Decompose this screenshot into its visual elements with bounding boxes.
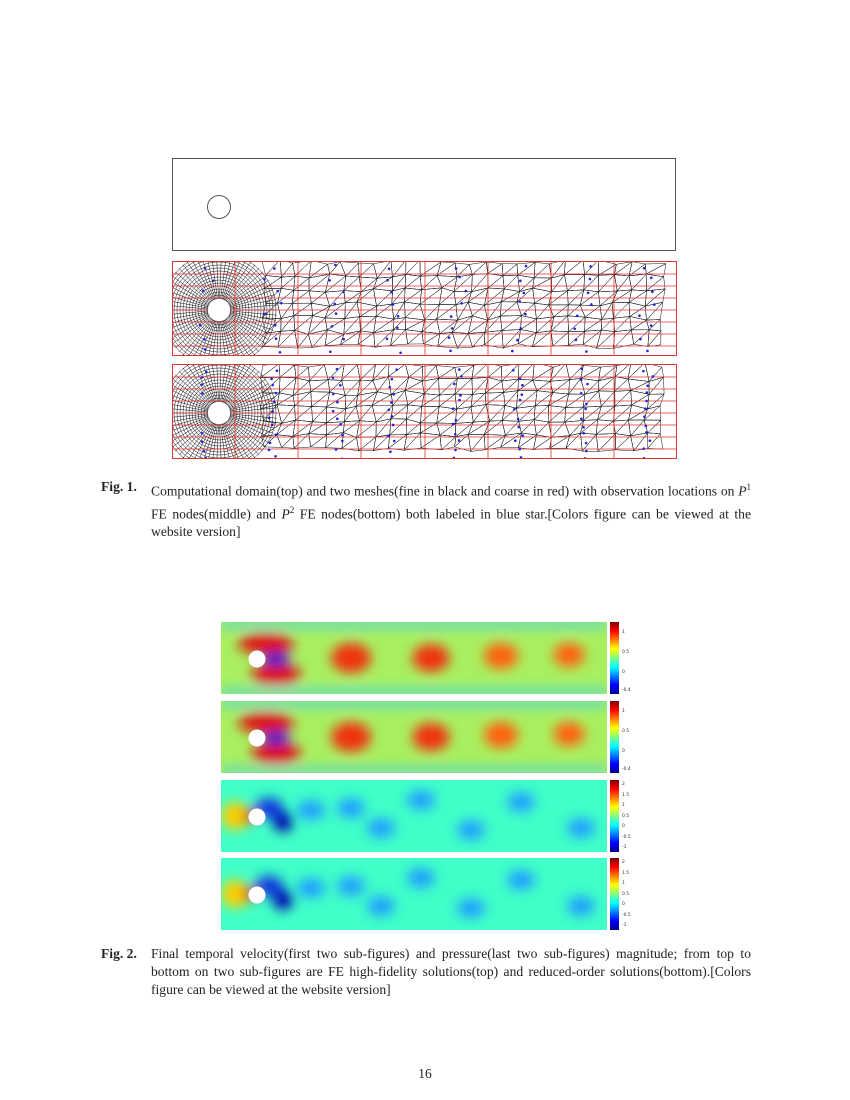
mesh-p2-graphic: [173, 365, 676, 458]
pressure-reduced-order-field: [221, 858, 607, 930]
colorbar-tick-label: 0.5: [622, 729, 630, 734]
colorbar-tick-label: -1: [622, 845, 627, 850]
colorbar-tick-label: 0: [622, 902, 625, 907]
colorbar-tick-label: 0.5: [622, 650, 630, 655]
figure1-label: Fig. 1.: [101, 479, 137, 494]
caption-p2-sup: 2: [289, 504, 295, 515]
cylinder-icon: [248, 650, 266, 668]
colorbar-tick-label: 1.5: [622, 870, 630, 876]
velocity-colorbar: [610, 701, 619, 773]
figure2-caption: Fig. 2. Final temporal velocity(first tw…: [101, 945, 751, 999]
colorbar-tick-label: -1: [622, 923, 627, 928]
pressure-field-graphic: [221, 780, 607, 852]
velocity-reduced-order-field: [221, 701, 607, 773]
colorbar-tick-label: 1: [622, 803, 625, 808]
colorbar-tick-label: -0.4: [622, 688, 631, 693]
caption-text-a: Computational domain(top) and two meshes…: [151, 483, 739, 499]
caption-p2: P: [281, 506, 290, 522]
cylinder-icon: [248, 729, 266, 747]
colorbar-tick-label: 1: [622, 709, 625, 714]
colorbar-tick-label: 0: [622, 824, 625, 829]
pressure-colorbar: [610, 780, 619, 852]
colorbar-ticks: 1 0.5 0 -0.4: [622, 622, 642, 694]
velocity-field-graphic: [221, 701, 607, 773]
pressure-high-fidelity-field: [221, 780, 607, 852]
colorbar-tick-label: 2: [622, 860, 625, 865]
velocity-high-fidelity-field: [221, 622, 607, 694]
pressure-colorbar: [610, 858, 619, 930]
colorbar-tick-label: 1: [622, 881, 625, 886]
caption-p1-sup: 1: [746, 482, 752, 492]
colorbar-tick-label: 0.5: [622, 813, 630, 819]
colorbar-tick-label: 2: [622, 782, 625, 787]
colorbar-tick-label: 0: [622, 670, 625, 675]
colorbar-tick-label: -0.5: [622, 912, 631, 918]
velocity-field-graphic: [221, 622, 607, 694]
colorbar-tick-label: 0: [622, 749, 625, 754]
page-number: 16: [418, 1066, 432, 1081]
colorbar-ticks: 1 0.5 0 -0.4: [622, 701, 642, 773]
colorbar-tick-label: 1.5: [622, 792, 630, 798]
mesh-p1-graphic: [173, 262, 676, 355]
figure2-caption-text: Final temporal velocity(first two sub-fi…: [151, 946, 751, 997]
colorbar-tick-label: -0.4: [622, 767, 631, 772]
colorbar-tick-label: -0.5: [622, 834, 631, 840]
cylinder-icon: [248, 808, 266, 826]
mesh-p1-panel: [172, 261, 677, 356]
colorbar-ticks: 2 1.5 1 0.5 0 -0.5 -1: [622, 780, 642, 852]
colorbar-tick-label: 0.5: [622, 891, 630, 897]
figure1-caption: Fig. 1. Computational domain(top) and tw…: [101, 478, 751, 541]
cylinder-icon: [248, 886, 266, 904]
caption-p1: P: [738, 483, 747, 499]
caption-text-c: FE nodes(bottom) both labeled in blue st…: [151, 506, 751, 540]
colorbar-ticks: 2 1.5 1 0.5 0 -0.5 -1: [622, 858, 642, 930]
figure1-caption-text: Computational domain(top) and two meshes…: [151, 478, 751, 541]
colorbar-tick-label: 1: [622, 630, 625, 635]
velocity-colorbar: [610, 622, 619, 694]
pressure-field-graphic: [221, 858, 607, 930]
computational-domain: [172, 158, 676, 251]
figure2-label: Fig. 2.: [101, 946, 137, 961]
mesh-p2-panel: [172, 364, 677, 459]
caption-text-b: FE nodes(middle) and: [151, 506, 282, 522]
cylinder-obstacle-icon: [207, 195, 231, 219]
